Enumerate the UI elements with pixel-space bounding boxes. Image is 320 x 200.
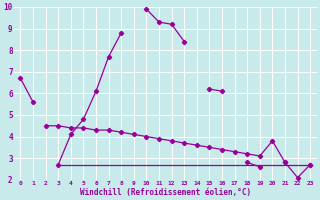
X-axis label: Windchill (Refroidissement éolien,°C): Windchill (Refroidissement éolien,°C) bbox=[80, 188, 251, 197]
